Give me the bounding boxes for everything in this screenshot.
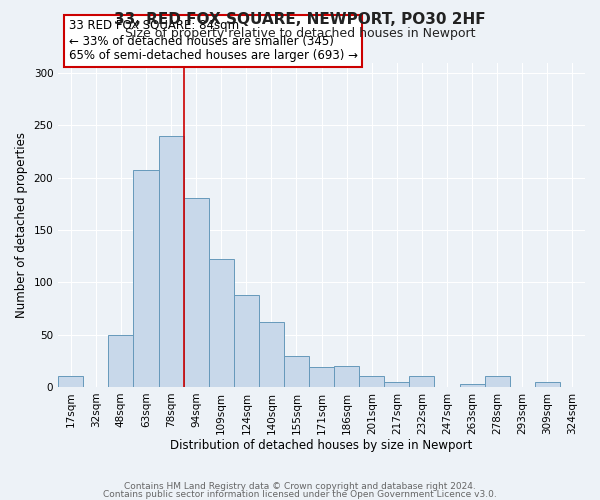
X-axis label: Distribution of detached houses by size in Newport: Distribution of detached houses by size …: [170, 440, 473, 452]
Bar: [535, 382, 560, 387]
Bar: [460, 384, 485, 387]
Bar: [259, 322, 284, 387]
Y-axis label: Number of detached properties: Number of detached properties: [15, 132, 28, 318]
Bar: [359, 376, 385, 387]
Text: Size of property relative to detached houses in Newport: Size of property relative to detached ho…: [125, 28, 475, 40]
Text: Contains HM Land Registry data © Crown copyright and database right 2024.: Contains HM Land Registry data © Crown c…: [124, 482, 476, 491]
Bar: [385, 382, 409, 387]
Text: Contains public sector information licensed under the Open Government Licence v3: Contains public sector information licen…: [103, 490, 497, 499]
Bar: [209, 260, 234, 387]
Bar: [284, 356, 309, 387]
Bar: [309, 367, 334, 387]
Bar: [485, 376, 510, 387]
Bar: [234, 295, 259, 387]
Text: 33, RED FOX SQUARE, NEWPORT, PO30 2HF: 33, RED FOX SQUARE, NEWPORT, PO30 2HF: [114, 12, 486, 28]
Bar: [184, 198, 209, 387]
Bar: [409, 376, 434, 387]
Bar: [158, 136, 184, 387]
Bar: [58, 376, 83, 387]
Text: 33 RED FOX SQUARE: 84sqm
← 33% of detached houses are smaller (345)
65% of semi-: 33 RED FOX SQUARE: 84sqm ← 33% of detach…: [69, 20, 358, 62]
Bar: [109, 334, 133, 387]
Bar: [133, 170, 158, 387]
Bar: [334, 366, 359, 387]
